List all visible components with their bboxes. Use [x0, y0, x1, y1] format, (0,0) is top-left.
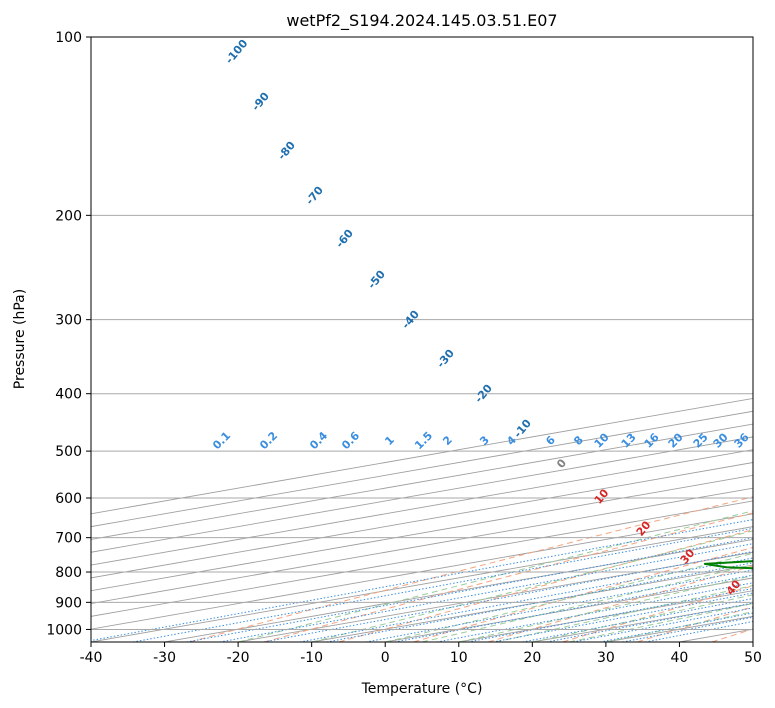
dry-adiabat-label: -70 [303, 184, 326, 208]
mixing-ratio-label: 30 [711, 430, 731, 450]
x-tick-label: -30 [153, 650, 176, 666]
isotherm-line [91, 397, 753, 515]
mixing-ratio-label: 0.6 [339, 429, 362, 452]
mixing-ratio-label: 0.1 [210, 429, 233, 452]
moist-adiabat-line [385, 552, 753, 642]
x-tick-label: 10 [450, 650, 468, 666]
x-tick-label: 50 [744, 650, 762, 666]
mixing-ratio-label: 1.5 [412, 429, 435, 452]
dry-adiabat-label: -30 [434, 347, 457, 371]
x-axis-label: Temperature (°C) [361, 681, 483, 697]
isotherm-line [458, 590, 753, 642]
mixing-ratio-label: 36 [732, 430, 752, 450]
x-tick-label: 30 [597, 650, 615, 666]
pressure-gridlines [91, 37, 753, 630]
mixing-ratio-line [219, 543, 753, 642]
x-tick-label: -20 [227, 650, 250, 666]
y-tick-label: 400 [55, 387, 82, 403]
y-tick-label: 300 [55, 313, 82, 329]
y-tick-label: 900 [55, 595, 82, 611]
y-tick-label: 100 [55, 30, 82, 46]
moist-adiabat-line [311, 530, 753, 642]
dry-adiabat-label: -50 [365, 268, 388, 292]
mixing-ratio-label: 2 [440, 433, 455, 448]
x-tick-label: 20 [523, 650, 541, 666]
x-tick-label: -40 [80, 650, 103, 666]
mixing-ratio-label: 8 [571, 433, 586, 448]
isotherm-line [91, 513, 753, 630]
dry-adiabat-line [711, 628, 753, 642]
x-tick-label: -10 [300, 650, 323, 666]
moist-adiabat-line [237, 510, 753, 642]
mixing-ratio-label: 13 [619, 431, 639, 451]
dry-adiabat-line [413, 546, 753, 642]
dry-adiabat-line [487, 565, 753, 642]
isotherm-line [91, 449, 753, 566]
isotherm-line [311, 564, 753, 642]
mixing-ratio-line [132, 527, 753, 642]
mixing-ratio-label: 0.2 [257, 429, 280, 452]
dry-adiabat-line [264, 512, 753, 642]
isotherm-line [91, 410, 753, 528]
isotherm-line [91, 436, 753, 553]
isotherm-line [532, 603, 753, 642]
y-tick-label: 500 [55, 444, 82, 460]
y-axis: 100 200 300 400 500 600 700 800 900 1000 [46, 30, 91, 638]
x-axis: -40 -30 -20 -10 0 10 20 30 40 50 [80, 642, 762, 666]
isotherm-line [91, 487, 753, 604]
dry-adiabat-label: -90 [249, 90, 272, 114]
dewpoint-line [703, 560, 753, 570]
isotherm-line [91, 526, 753, 642]
chart-title: wetPf2_S194.2024.145.03.51.E07 [286, 11, 557, 31]
x-tick-label: 0 [381, 650, 390, 666]
mixing-ratio-line [492, 592, 753, 642]
dry-adiabat-label: -20 [472, 382, 495, 406]
mixing-ratio-line [467, 587, 753, 642]
dry-adiabat-line [338, 529, 753, 642]
isotherm-line [91, 423, 753, 540]
y-axis-label: Pressure (hPa) [12, 289, 28, 389]
isotherm-line [385, 577, 753, 642]
dry-adiabat-line [637, 606, 753, 642]
isotherm-line [164, 538, 753, 642]
mixing-ratio-line [522, 598, 753, 642]
dry-adiabat-label: -80 [275, 139, 298, 163]
isotherm-line [752, 641, 753, 642]
isotherm-line [91, 500, 753, 617]
dry-adiabat-label: 0 [554, 456, 569, 470]
y-tick-label: 600 [55, 491, 82, 507]
isotherm-line [91, 462, 753, 579]
sounding-series [703, 560, 753, 570]
dry-adiabat-label: 10 [592, 486, 612, 506]
y-tick-label: 200 [55, 208, 82, 224]
mixing-ratio-label: 0.4 [307, 429, 330, 452]
isotherm-line [679, 628, 753, 642]
mixing-ratio-label: 10 [592, 430, 612, 450]
plot-frame [90, 36, 754, 643]
mixing-ratio-line [436, 582, 753, 642]
background-lines [91, 397, 753, 642]
mixing-ratio-label: 16 [642, 430, 662, 450]
dry-adiabat-label: -40 [399, 308, 422, 332]
mixing-ratio-label: 20 [666, 430, 686, 450]
y-tick-label: 700 [55, 531, 82, 547]
dry-adiabat-line [562, 585, 753, 642]
mixing-ratio-line [186, 537, 753, 642]
y-tick-label: 1000 [46, 622, 82, 638]
dry-adiabat-label: -60 [333, 227, 356, 251]
x-tick-label: 40 [671, 650, 689, 666]
y-tick-label: 800 [55, 565, 82, 581]
dry-adiabat-label: -100 [223, 37, 251, 67]
isotherm-line [91, 474, 753, 592]
mixing-ratio-label: 1 [382, 433, 397, 448]
reference-line-labels: 0.1 0.2 0.4 0.6 1 1.5 2 3 4 6 8 10 13 16 20 25 30 36-100-… [210, 37, 752, 598]
